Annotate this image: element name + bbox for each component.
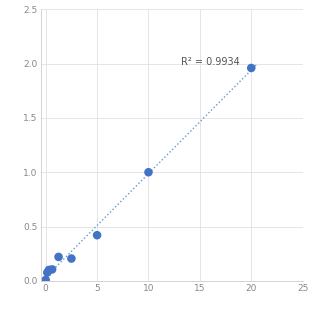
Point bbox=[69, 256, 74, 261]
Point bbox=[249, 66, 254, 71]
Point bbox=[95, 233, 100, 238]
Point bbox=[46, 267, 51, 272]
Point bbox=[45, 270, 50, 275]
Text: R² = 0.9934: R² = 0.9934 bbox=[181, 57, 240, 67]
Point bbox=[146, 170, 151, 175]
Point bbox=[50, 267, 55, 272]
Point bbox=[56, 254, 61, 259]
Point bbox=[43, 277, 48, 282]
